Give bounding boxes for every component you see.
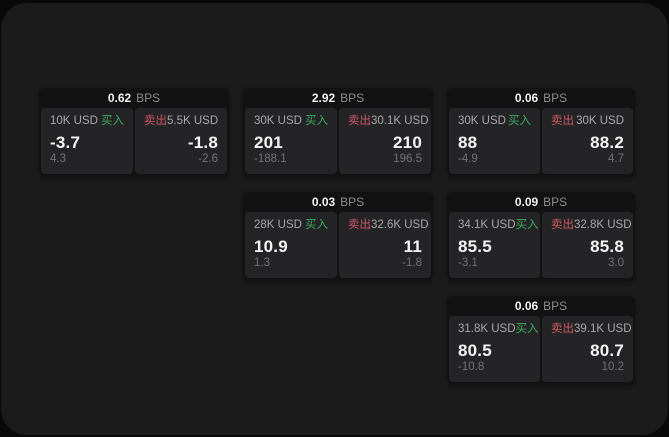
sell-side-label: 卖出 [551, 115, 574, 127]
buy-side-label: 买入 [305, 115, 328, 127]
quote-card: 0.09 BPS 34.1K USD 买入 85.5 -3.1 卖出 32.8K… [447, 192, 635, 281]
sell-price: 11 [403, 236, 422, 256]
sell-price: 210 [393, 132, 422, 152]
sell-amount: 32.6K USD [371, 219, 429, 231]
bps-header: 0.09 BPS [449, 192, 633, 212]
bps-value: 2.92 [311, 91, 336, 105]
bps-value: 0.03 [311, 195, 336, 209]
bps-header: 0.62 BPS [41, 88, 227, 108]
quote-card: 0.06 BPS 31.8K USD 买入 80.5 -10.8 卖出 39.1… [447, 296, 635, 385]
buy-delta: 1.3 [254, 257, 270, 270]
buy-amount: 31.8K USD [458, 323, 516, 335]
sell-delta: 3.0 [608, 257, 624, 270]
sell-amount: 32.8K USD [574, 219, 632, 231]
buy-panel[interactable]: 30K USD 买入 201 -188.1 [245, 108, 337, 174]
quote-card: 2.92 BPS 30K USD 买入 201 -188.1 卖出 30.1K … [243, 88, 433, 177]
bps-unit-label: BPS [136, 91, 161, 105]
bps-header: 0.06 BPS [449, 88, 633, 108]
bps-unit-label: BPS [543, 91, 568, 105]
sell-side-label: 卖出 [551, 219, 574, 231]
bps-value: 0.62 [107, 91, 132, 105]
quote-card: 0.62 BPS 10K USD 买入 -3.7 4.3 卖出 5.5K USD [39, 88, 229, 177]
sell-panel[interactable]: 卖出 32.6K USD 11 -1.8 [339, 212, 431, 278]
buy-delta: 4.3 [50, 153, 66, 166]
buy-amount: 28K USD [254, 219, 302, 231]
main-panel: 0.62 BPS 10K USD 买入 -3.7 4.3 卖出 5.5K USD [1, 3, 668, 435]
bps-value: 0.06 [514, 91, 539, 105]
sell-side-label: 卖出 [144, 115, 167, 127]
buy-panel[interactable]: 28K USD 买入 10.9 1.3 [245, 212, 337, 278]
buy-amount: 30K USD [458, 115, 506, 127]
buy-delta: -10.8 [458, 361, 485, 374]
bps-value: 0.06 [514, 299, 539, 313]
sell-panel[interactable]: 卖出 5.5K USD -1.8 -2.6 [135, 108, 227, 174]
sell-delta: 4.7 [608, 153, 624, 166]
bps-header: 2.92 BPS [245, 88, 431, 108]
buy-amount: 30K USD [254, 115, 302, 127]
quote-card: 0.03 BPS 28K USD 买入 10.9 1.3 卖出 32.6K US… [243, 192, 433, 281]
sell-panel[interactable]: 卖出 39.1K USD 80.7 10.2 [542, 316, 633, 382]
sell-amount: 5.5K USD [167, 115, 219, 127]
quote-cards-grid: 0.62 BPS 10K USD 买入 -3.7 4.3 卖出 5.5K USD [39, 88, 635, 385]
buy-side-label: 买入 [305, 219, 328, 231]
sell-price: 80.7 [590, 340, 624, 360]
buy-side-label: 买入 [515, 323, 539, 335]
buy-panel[interactable]: 10K USD 买入 -3.7 4.3 [41, 108, 133, 174]
buy-panel[interactable]: 30K USD 买入 88 -4.9 [449, 108, 540, 174]
buy-side-label: 买入 [515, 219, 539, 231]
buy-panel[interactable]: 31.8K USD 买入 80.5 -10.8 [449, 316, 540, 382]
buy-price: 10.9 [254, 236, 288, 256]
sell-side-label: 卖出 [348, 219, 371, 231]
bps-unit-label: BPS [340, 91, 365, 105]
sell-delta: 196.5 [393, 153, 422, 166]
sell-panel[interactable]: 卖出 30K USD 88.2 4.7 [542, 108, 633, 174]
buy-panel[interactable]: 34.1K USD 买入 85.5 -3.1 [449, 212, 540, 278]
sell-panel[interactable]: 卖出 30.1K USD 210 196.5 [339, 108, 431, 174]
buy-price: 80.5 [458, 340, 492, 360]
buy-price: 85.5 [458, 236, 492, 256]
buy-delta: -4.9 [458, 153, 478, 166]
buy-side-label: 买入 [101, 115, 124, 127]
buy-price: -3.7 [50, 132, 81, 152]
buy-price: 201 [254, 132, 283, 152]
sell-panel[interactable]: 卖出 32.8K USD 85.8 3.0 [542, 212, 633, 278]
sell-price: 85.8 [590, 236, 624, 256]
sell-amount: 39.1K USD [574, 323, 632, 335]
buy-delta: -188.1 [254, 153, 287, 166]
sell-delta: -1.8 [402, 257, 422, 270]
buy-price: 88 [458, 132, 478, 152]
bps-header: 0.03 BPS [245, 192, 431, 212]
sell-side-label: 卖出 [348, 115, 371, 127]
sell-amount: 30K USD [576, 115, 624, 127]
buy-delta: -3.1 [458, 257, 478, 270]
buy-amount: 10K USD [50, 115, 98, 127]
quote-card: 0.06 BPS 30K USD 买入 88 -4.9 卖出 30K USD [447, 88, 635, 177]
bps-value: 0.09 [514, 195, 539, 209]
sell-side-label: 卖出 [551, 323, 574, 335]
buy-amount: 34.1K USD [458, 219, 516, 231]
sell-price: -1.8 [187, 132, 218, 152]
bps-header: 0.06 BPS [449, 296, 633, 316]
bps-unit-label: BPS [543, 299, 568, 313]
sell-price: 88.2 [590, 132, 624, 152]
bps-unit-label: BPS [543, 195, 568, 209]
bps-unit-label: BPS [340, 195, 365, 209]
sell-delta: 10.2 [601, 361, 624, 374]
sell-amount: 30.1K USD [371, 115, 429, 127]
sell-delta: -2.6 [198, 153, 218, 166]
buy-side-label: 买入 [508, 115, 531, 127]
